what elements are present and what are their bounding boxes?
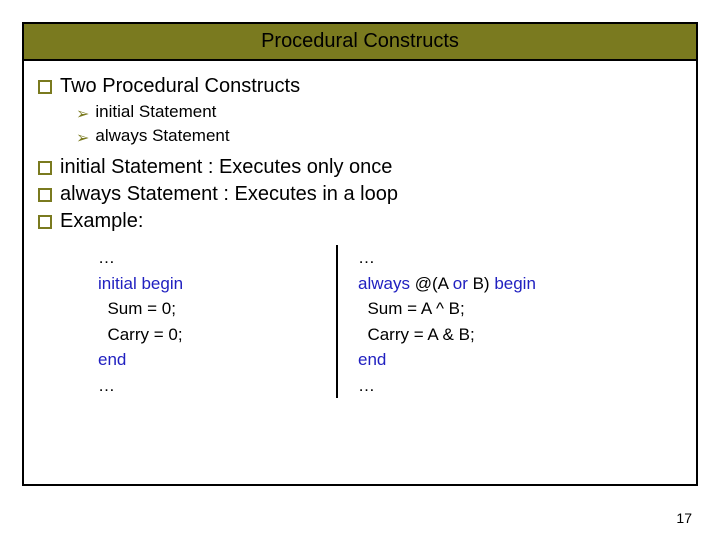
sub-1b-text: always Statement (95, 126, 229, 146)
square-bullet-icon (38, 80, 52, 94)
code-right: … always @(A or B) begin Sum = A ^ B; Ca… (338, 245, 682, 398)
cr-l6: … (358, 373, 682, 399)
bullet-1: Two Procedural Constructs (38, 75, 682, 98)
bullet-3-text: always Statement : Executes in a loop (60, 183, 398, 206)
kw-always: always (95, 126, 147, 145)
bullet-1-text: Two Procedural Constructs (60, 75, 300, 98)
cl-l5: end (98, 347, 316, 373)
bullet-2-rest: Statement : Executes only once (106, 156, 393, 178)
cl-l2: initial begin (98, 271, 316, 297)
cr-l5: end (358, 347, 682, 373)
square-bullet-icon (38, 161, 52, 175)
square-bullet-icon (38, 188, 52, 202)
bullet-2: initial Statement : Executes only once (38, 156, 682, 179)
square-bullet-icon (38, 215, 52, 229)
kw-initial: initial (60, 156, 106, 178)
title-bar: Procedural Constructs (24, 24, 696, 61)
page-number: 17 (676, 510, 692, 526)
cl-l4: Carry = 0; (98, 322, 316, 348)
sub-list-1: ➢ initial Statement ➢ always Statement (76, 102, 682, 148)
code-left: … initial begin Sum = 0; Carry = 0; end … (78, 245, 338, 398)
slide-title: Procedural Constructs (261, 30, 459, 52)
sub-1a: ➢ initial Statement (76, 102, 682, 124)
cr-l2b: @(A (410, 274, 453, 293)
kw-begin: begin (494, 274, 536, 293)
bullet-2-text: initial Statement : Executes only once (60, 156, 392, 179)
bullet-4-text: Example: (60, 210, 143, 233)
sub-1b: ➢ always Statement (76, 126, 682, 148)
cr-l1: … (358, 245, 682, 271)
kw-initial: initial (95, 102, 134, 121)
sub-1a-text: initial Statement (95, 102, 216, 122)
bullet-3-rest: Statement : Executes in a loop (121, 183, 398, 205)
slide-frame: Procedural Constructs Two Procedural Con… (22, 22, 698, 486)
cr-l2d: B) (468, 274, 494, 293)
kw-always: always (358, 274, 410, 293)
bullet-3: always Statement : Executes in a loop (38, 183, 682, 206)
slide-content: Two Procedural Constructs ➢ initial Stat… (24, 61, 696, 408)
cl-l1: … (98, 245, 316, 271)
kw-always: always (60, 183, 121, 205)
sub-1a-rest: Statement (134, 102, 216, 121)
cr-l3: Sum = A ^ B; (358, 296, 682, 322)
cr-l2: always @(A or B) begin (358, 271, 682, 297)
cl-l3: Sum = 0; (98, 296, 316, 322)
cl-l6: … (98, 373, 316, 399)
arrow-icon: ➢ (76, 104, 89, 124)
cr-l4: Carry = A & B; (358, 322, 682, 348)
code-row: … initial begin Sum = 0; Carry = 0; end … (78, 245, 682, 398)
bullet-4: Example: (38, 210, 682, 233)
kw-initial: initial (98, 274, 137, 293)
sub-1b-rest: Statement (147, 126, 229, 145)
arrow-icon: ➢ (76, 128, 89, 148)
kw-or: or (453, 274, 468, 293)
kw-begin: begin (137, 274, 183, 293)
